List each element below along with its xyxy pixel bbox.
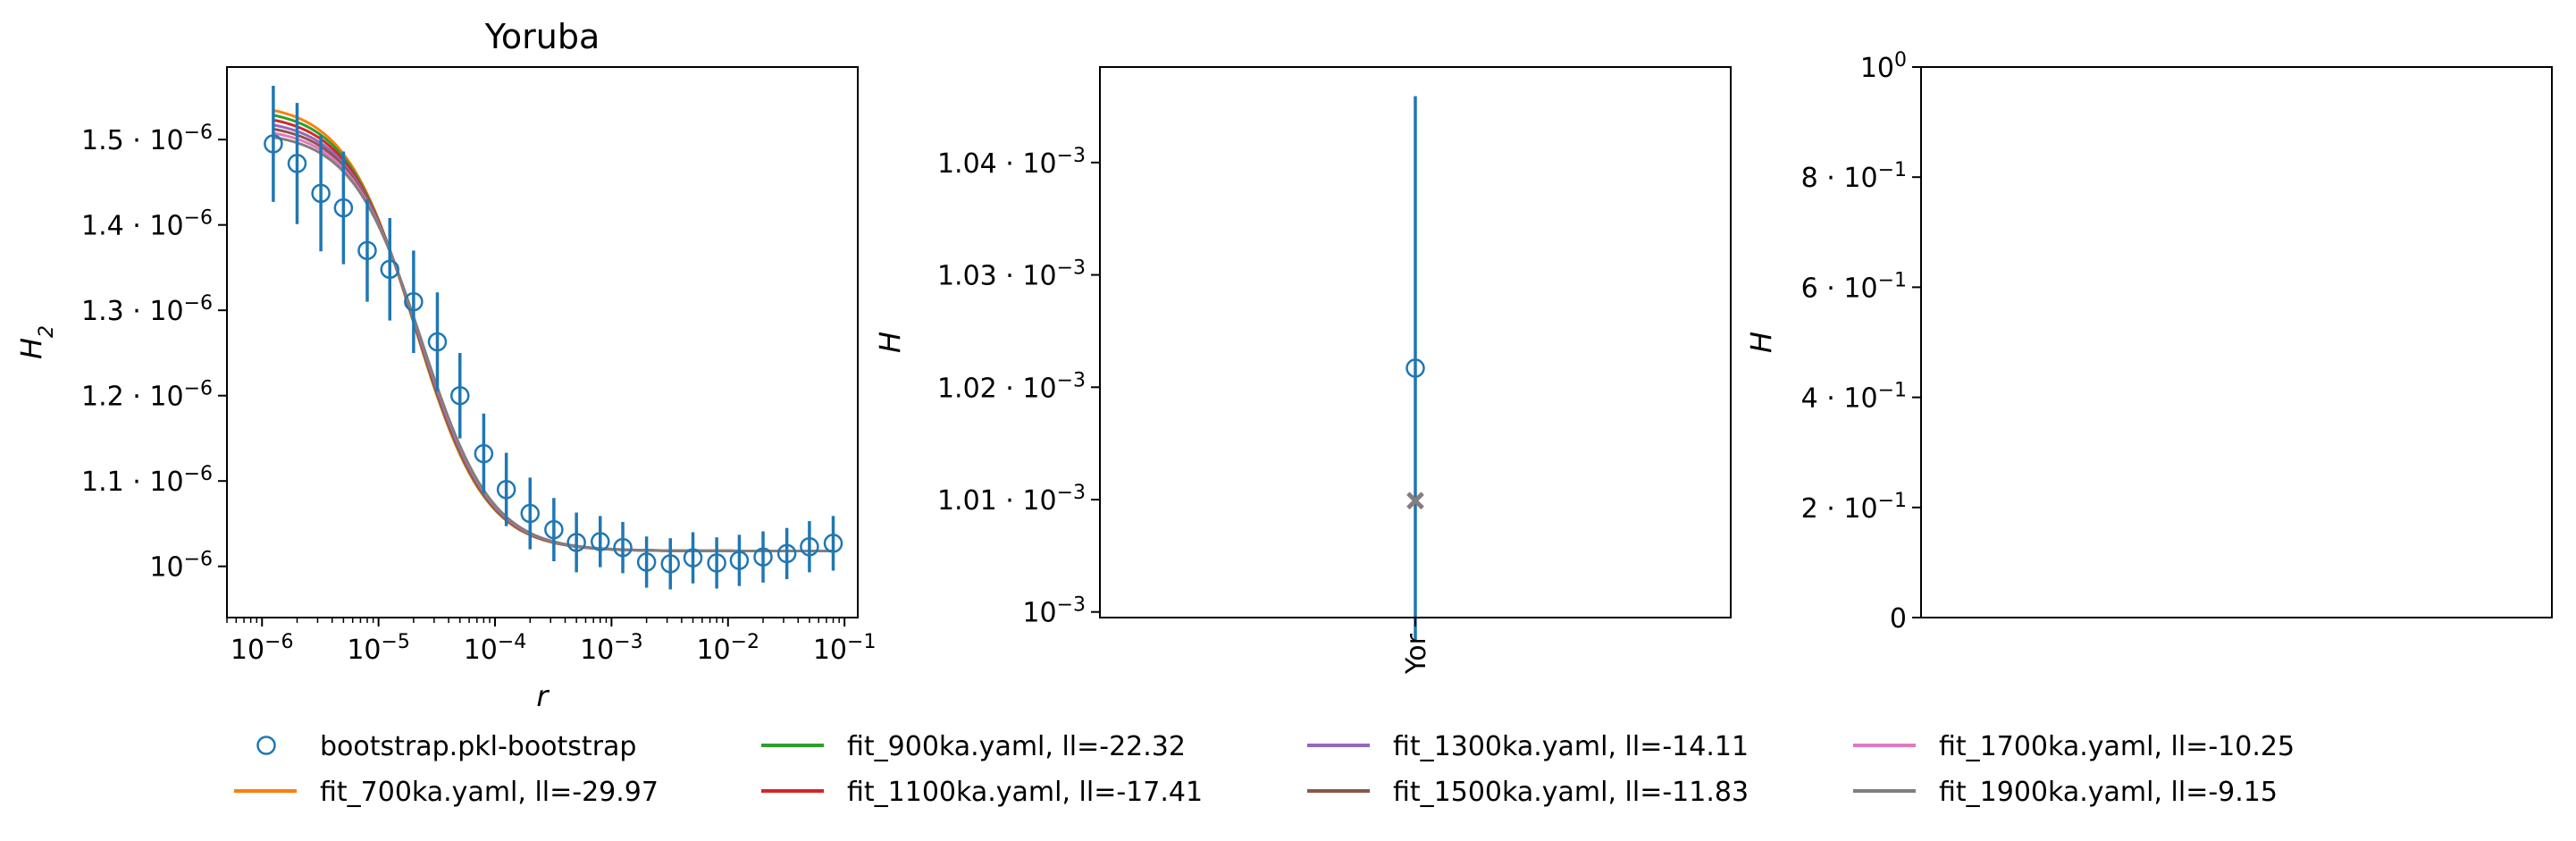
panel1-xlabel: r: [536, 679, 550, 713]
y-tick-label: 10−3: [1022, 593, 1086, 629]
y-tick-label: 0: [1890, 603, 1907, 635]
x-tick-label: 10−6: [231, 631, 294, 667]
y-tick-label: 1.1 · 10−6: [81, 463, 213, 499]
x-tick-label: 10−4: [464, 631, 527, 667]
x-tick-label: 10−1: [813, 631, 877, 667]
panel2-marks: [1405, 96, 1425, 641]
data-point: [474, 443, 494, 464]
data-point: [636, 552, 657, 572]
data-point: [823, 534, 843, 553]
panel1-frame: [226, 66, 859, 618]
panel2-ticks: 1.04 · 10−3 1.03 · 10−3 1.02 · 10−3 1.01 · …: [937, 144, 1432, 675]
data-point: [496, 479, 516, 500]
panel3-frame: [1920, 66, 2553, 618]
y-tick-label: 1.3 · 10−6: [81, 292, 213, 328]
legend-item: bootstrap.pkl-bootstrap: [256, 731, 636, 762]
panel2-ylabel: H: [873, 332, 907, 353]
data-point: [683, 548, 703, 568]
data-point: [311, 183, 331, 204]
panel1-ticks: 10−6 10−5 10−4 10−3 10−2 10−1 1.5 · 10−6 1.4 · …: [81, 122, 876, 666]
y-tick-label: 1.01 · 10−3: [937, 482, 1086, 517]
data-point: [264, 134, 283, 154]
data-point: [566, 533, 586, 552]
legend-label: fit_1700ka.yaml, ll=-10.25: [1939, 731, 2295, 762]
data-point: [380, 259, 400, 280]
y-tick-label: 4 · 10−1: [1801, 379, 1907, 415]
y-tick-label: 2 · 10−1: [1801, 489, 1907, 525]
data-point: [450, 385, 470, 406]
data-point: [287, 154, 307, 173]
legend-label: fit_1100ka.yaml, ll=-17.41: [847, 777, 1203, 808]
data-point: [613, 537, 633, 558]
y-tick-label: 1.5 · 10−6: [81, 122, 213, 157]
y-tick-label: 1.04 · 10−3: [937, 144, 1086, 180]
y-tick-label: 1.02 · 10−3: [937, 369, 1086, 405]
data-point: [404, 291, 424, 312]
legend-label: fit_1500ka.yaml, ll=-11.83: [1393, 777, 1749, 808]
y-tick-label: 10−6: [149, 548, 213, 584]
y-tick-label: 1.2 · 10−6: [81, 377, 213, 413]
panel-h-empty: 100 8 · 10−1 6 · 10−1 4 · 10−1 2 · 10−1 0 H: [1744, 49, 2553, 635]
y-tick-label: 100: [1860, 49, 1907, 85]
legend-marker: [256, 736, 276, 755]
panel1-title: Yoruba: [484, 17, 600, 56]
y-tick-label: 1.4 · 10−6: [81, 206, 213, 242]
legend-label: fit_900ka.yaml, ll=-22.32: [847, 731, 1186, 762]
data-point: [753, 547, 773, 567]
panel3-ylabel: H: [1744, 332, 1778, 353]
x-tick-label: Yor: [1401, 633, 1432, 675]
legend-item: fit_1900ka.yaml, ll=-9.15: [1853, 777, 2278, 808]
y-tick-label: 8 · 10−1: [1801, 159, 1907, 195]
panel-h2-vs-r: Yoruba 10−6 10−5 10−4 10−3 10−2 10−1 1.5 · 10−…: [14, 17, 876, 713]
data-point: [591, 532, 610, 551]
legend: bootstrap.pkl-bootstrap fit_700ka.yaml, l…: [234, 731, 2295, 808]
panel1-marks: [264, 86, 843, 590]
x-tick-label: 10−5: [347, 631, 410, 667]
legend-label: fit_1900ka.yaml, ll=-9.15: [1939, 777, 2278, 808]
data-point: [427, 332, 448, 352]
legend-label: fit_700ka.yaml, ll=-29.97: [320, 777, 659, 808]
legend-item: fit_700ka.yaml, ll=-29.97: [234, 777, 659, 808]
data-point: [544, 519, 564, 540]
legend-item: fit_1100ka.yaml, ll=-17.41: [761, 777, 1203, 808]
data-point: [520, 503, 541, 524]
x-tick-label: 10−3: [580, 631, 643, 667]
legend-item: fit_1500ka.yaml, ll=-11.83: [1307, 777, 1749, 808]
data-point: [1405, 358, 1425, 378]
legend-item: fit_900ka.yaml, ll=-22.32: [761, 731, 1186, 762]
legend-label: bootstrap.pkl-bootstrap: [320, 731, 636, 762]
y-tick-label: 1.03 · 10−3: [937, 257, 1086, 292]
data-point: [707, 553, 726, 573]
panel1-ylabel: H2: [14, 325, 58, 359]
fit-marker: [1406, 492, 1424, 509]
data-point: [333, 198, 354, 218]
data-point: [776, 543, 797, 564]
data-point: [729, 551, 750, 570]
panel2-frame: [1099, 66, 1732, 618]
data-point: [357, 240, 377, 261]
x-tick-label: 10−2: [696, 631, 759, 667]
legend-item: fit_1300ka.yaml, ll=-14.11: [1307, 731, 1749, 762]
legend-item: fit_1700ka.yaml, ll=-10.25: [1853, 731, 2295, 762]
legend-label: fit_1300ka.yaml, ll=-14.11: [1393, 731, 1749, 762]
data-point: [800, 536, 819, 557]
data-point: [660, 554, 680, 574]
panel-h-by-population: 1.04 · 10−3 1.03 · 10−3 1.02 · 10−3 1.01 · …: [873, 66, 1732, 675]
panel3-ticks: 100 8 · 10−1 6 · 10−1 4 · 10−1 2 · 10−1 0: [1801, 49, 1921, 635]
y-tick-label: 6 · 10−1: [1801, 269, 1907, 305]
